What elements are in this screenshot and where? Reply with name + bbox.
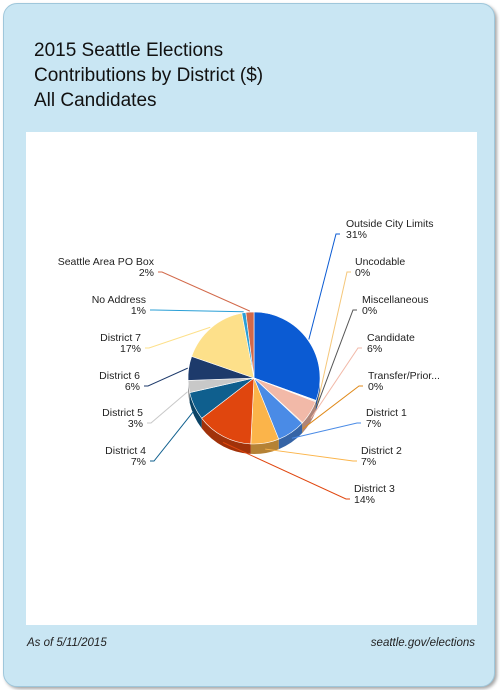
- leader-line-district-6: [144, 367, 188, 387]
- chart-title-line-1: 2015 Seattle Elections: [34, 40, 224, 61]
- leader-line-district-1: [291, 422, 361, 439]
- slice-percent-district-6: 6%: [125, 381, 140, 393]
- slice-percent-district-5: 3%: [128, 418, 143, 430]
- slice-label-miscellaneous: Miscellaneous: [362, 294, 429, 306]
- leader-line-district-3: [222, 441, 350, 500]
- slice-label-outside-city-limits: Outside City Limits: [346, 218, 434, 230]
- pie-slice-side-district-3: [201, 418, 251, 454]
- pie-chart: Outside City Limits31%Uncodable0%Miscell…: [58, 218, 440, 506]
- slice-percent-candidate: 6%: [367, 343, 382, 355]
- pie-slice-district-7[interactable]: [191, 312, 255, 379]
- slice-label-district-6: District 6: [99, 370, 140, 382]
- slice-percent-outside-city-limits: 31%: [346, 229, 367, 241]
- pie-slice-district-3[interactable]: [201, 377, 255, 445]
- chart-title-line-3: All Candidates: [34, 90, 157, 111]
- slice-percent-district-3: 14%: [354, 494, 375, 506]
- slice-label-uncodable: Uncodable: [355, 256, 405, 268]
- slice-label-district-3: District 3: [354, 483, 395, 495]
- pie-slice-side-district-4: [189, 392, 202, 429]
- slice-label-district-4: District 4: [105, 445, 146, 457]
- slice-label-seattle-area-po-box: Seattle Area PO Box: [58, 256, 155, 268]
- leader-line-transfer-prior: [302, 385, 363, 429]
- slice-label-district-7: District 7: [100, 332, 141, 344]
- chart-title: 2015 Seattle Elections Contributions by …: [34, 38, 263, 113]
- slice-percent-seattle-area-po-box: 2%: [139, 267, 154, 279]
- leader-line-district-5: [147, 391, 188, 424]
- pie-slice-outside-city-limits[interactable]: [253, 311, 321, 401]
- chart-title-line-2: Contributions by District ($): [34, 65, 264, 86]
- leader-line-outside-city-limits: [308, 233, 340, 340]
- as-of-date: As of 5/11/2015: [27, 637, 107, 649]
- leader-line-district-2: [265, 448, 357, 462]
- leader-line-uncodable: [316, 271, 351, 407]
- slice-label-no-address: No Address: [92, 294, 146, 306]
- slice-label-district-5: District 5: [102, 407, 143, 419]
- slice-label-candidate: Candidate: [367, 332, 415, 344]
- leader-line-district-7: [145, 326, 211, 349]
- leader-line-miscellaneous: [316, 309, 357, 408]
- slice-percent-district-7: 17%: [120, 343, 141, 355]
- leader-line-district-4: [150, 411, 194, 462]
- slice-label-district-2: District 2: [361, 445, 402, 457]
- slice-label-district-1: District 1: [366, 407, 407, 419]
- slice-percent-district-1: 7%: [366, 418, 381, 430]
- slice-percent-no-address: 1%: [131, 305, 146, 317]
- leader-line-no-address: [150, 309, 244, 313]
- pie-slice-seattle-area-po-box[interactable]: [245, 311, 255, 379]
- slice-percent-uncodable: 0%: [355, 267, 370, 279]
- plot-area: Outside City Limits 31% Uncodable 0% Miscell…: [26, 132, 477, 625]
- slice-percent-district-2: 7%: [361, 456, 376, 468]
- slice-percent-miscellaneous: 0%: [362, 305, 377, 317]
- chart-card: 2015 Seattle Elections Contributions by …: [3, 3, 495, 687]
- leader-line-seattle-area-po-box: [158, 271, 251, 312]
- pie-slice-side-district-1: [278, 423, 303, 450]
- slice-percent-district-4: 7%: [131, 456, 146, 468]
- slice-label-transfer-prior: Transfer/Prior...: [368, 370, 440, 382]
- pie-slice-side-transfer-prior: [302, 422, 303, 434]
- slice-percent-transfer-prior: 0%: [368, 381, 383, 393]
- source-link[interactable]: seattle.gov/elections: [370, 637, 475, 649]
- leader-line-candidate: [310, 347, 362, 419]
